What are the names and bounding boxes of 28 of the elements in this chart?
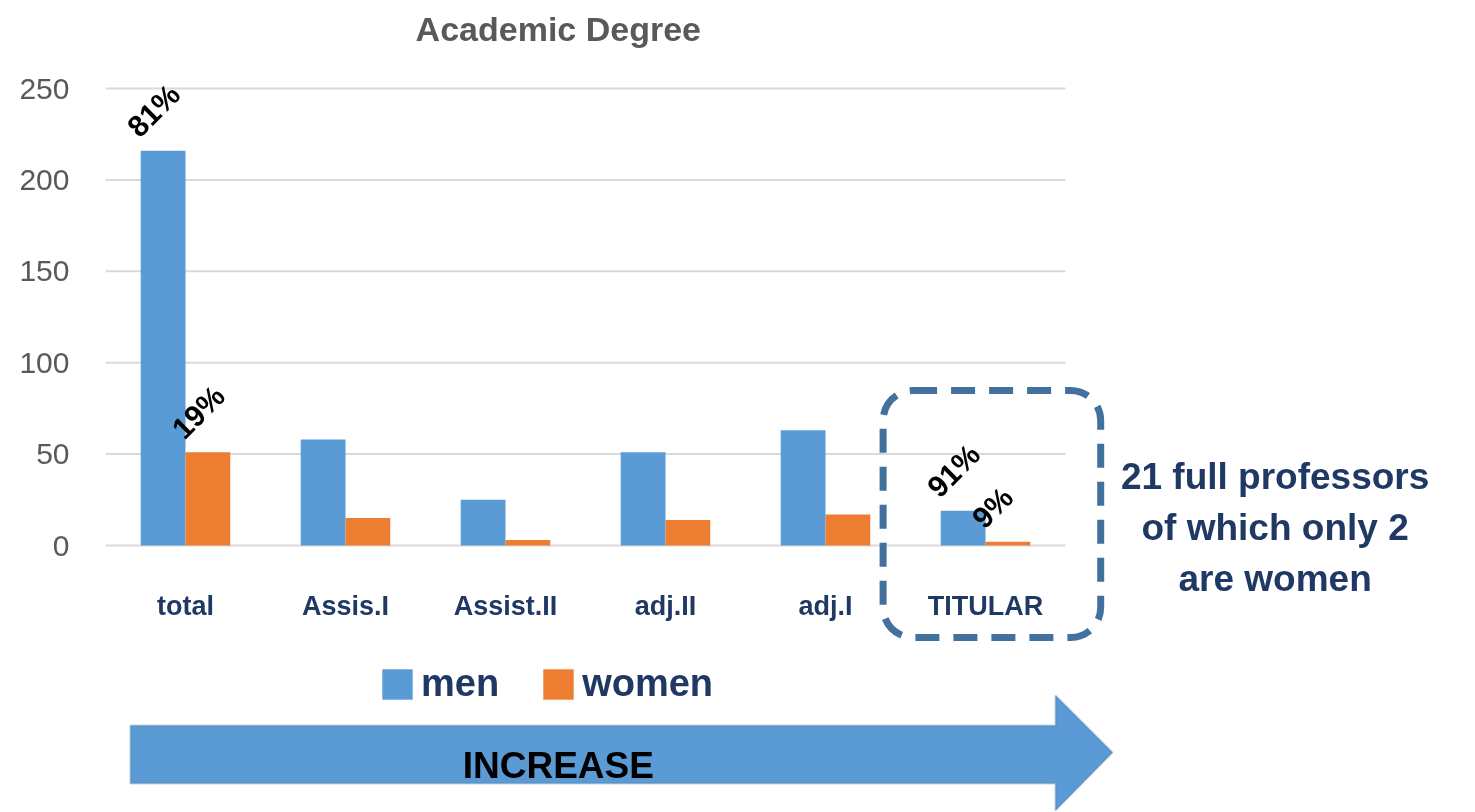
x-tick-label: TITULAR bbox=[927, 590, 1044, 621]
text: INCREASE bbox=[462, 745, 654, 786]
bar bbox=[620, 452, 666, 546]
bar bbox=[345, 518, 391, 546]
y-tick-label: 50 bbox=[36, 437, 70, 471]
bar bbox=[665, 519, 711, 546]
bar bbox=[505, 540, 551, 546]
x-tick-label: Assis.I bbox=[301, 590, 390, 621]
y-tick-label: 250 bbox=[19, 71, 70, 105]
annotation: 81% bbox=[120, 77, 187, 144]
bar bbox=[300, 439, 346, 546]
bar bbox=[185, 452, 231, 546]
bar bbox=[460, 499, 506, 546]
y-tick-label: 0 bbox=[52, 528, 70, 562]
legend-label: men bbox=[421, 662, 500, 705]
y-tick-label: 100 bbox=[19, 345, 70, 379]
x-tick-label: Assist.II bbox=[453, 590, 558, 621]
chart-title: Academic Degree bbox=[415, 9, 701, 48]
x-tick-label: total bbox=[157, 590, 214, 621]
text: 21 full professors of which only 2 are women bbox=[1120, 455, 1430, 599]
x-tick-label: adj.I bbox=[798, 590, 853, 621]
bar bbox=[825, 514, 871, 546]
legend-label: women bbox=[582, 662, 714, 705]
y-tick-label: 200 bbox=[19, 162, 70, 196]
x-tick-label: adj.II bbox=[634, 590, 697, 621]
y-tick-label: 150 bbox=[19, 254, 70, 288]
bar bbox=[780, 430, 826, 546]
bar bbox=[985, 541, 1031, 546]
